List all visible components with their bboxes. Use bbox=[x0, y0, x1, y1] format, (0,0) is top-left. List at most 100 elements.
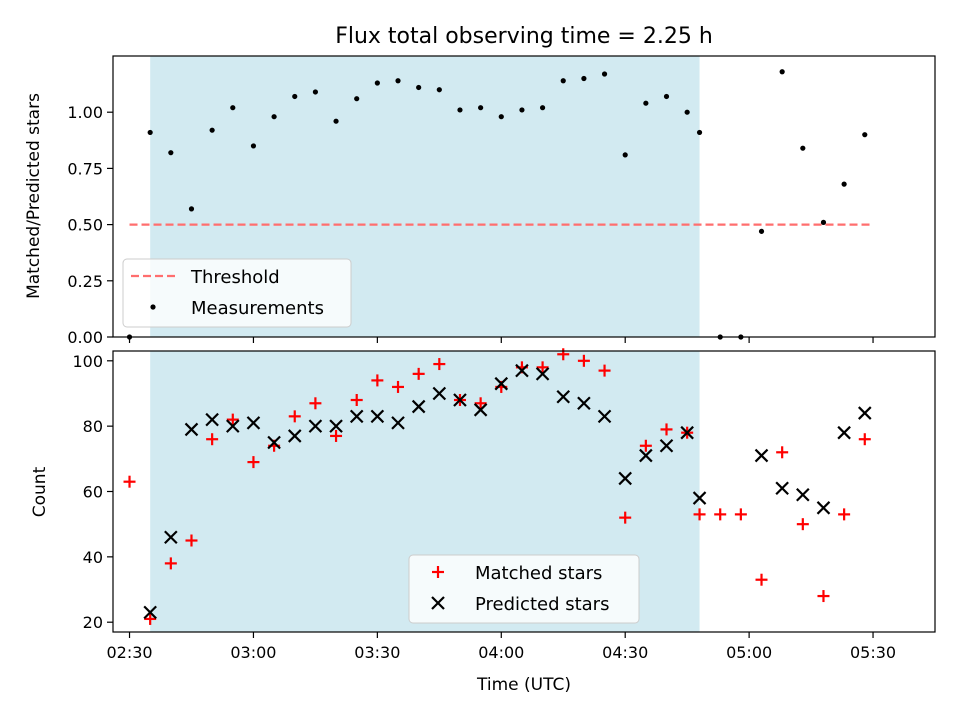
predicted-star-point bbox=[659, 438, 674, 453]
measurement-point bbox=[519, 107, 525, 113]
x-tick-label: 05:30 bbox=[850, 643, 896, 662]
matched-star-point bbox=[144, 612, 157, 625]
bottom-x-ticks: 02:30 03:00 03:30 04:00 04:30 05:00 05:30 bbox=[106, 632, 896, 662]
predicted-star-point bbox=[858, 406, 872, 420]
predicted-star-point bbox=[205, 412, 219, 427]
predicted-star-point bbox=[618, 471, 632, 486]
x-tick-label: 03:30 bbox=[354, 643, 400, 662]
matched-star-point bbox=[660, 423, 673, 436]
matched-star-point bbox=[392, 380, 405, 393]
predicted-star-point bbox=[184, 422, 199, 437]
measurement-point bbox=[168, 150, 174, 156]
measurement-point bbox=[374, 80, 380, 86]
x-tick-label: 05:00 bbox=[726, 643, 772, 662]
x-tick-label: 04:30 bbox=[602, 643, 648, 662]
legend-predicted-swatch bbox=[431, 596, 445, 610]
measurement-point bbox=[436, 87, 442, 93]
matched-star-point bbox=[639, 439, 652, 452]
predicted-star-point bbox=[515, 363, 529, 378]
predicted-star-point bbox=[411, 399, 426, 414]
matched-star-point bbox=[164, 557, 177, 570]
matched-star-point bbox=[796, 518, 809, 531]
measurement-point bbox=[209, 127, 215, 133]
matched-star-point bbox=[734, 508, 747, 521]
matched-star-point bbox=[693, 508, 706, 521]
measurement-point bbox=[601, 71, 608, 77]
predicted-star-point bbox=[308, 419, 323, 433]
matched-star-point bbox=[247, 456, 260, 469]
matched-star-point bbox=[226, 413, 239, 426]
predicted-star-point bbox=[267, 435, 281, 450]
measurement-point bbox=[416, 84, 422, 91]
matched-star-point bbox=[412, 367, 425, 380]
bottom-y-tick-label: 100 bbox=[72, 352, 103, 371]
top-y-axis-label: Matched/Predicted stars bbox=[24, 93, 44, 299]
matched-star-point bbox=[598, 364, 611, 377]
matched-star-point bbox=[755, 573, 768, 586]
measurement-point bbox=[292, 93, 298, 100]
predicted-star-point bbox=[837, 425, 851, 440]
matched-star-point bbox=[474, 397, 487, 410]
predicted-star-point bbox=[597, 409, 612, 424]
measurement-point bbox=[230, 105, 236, 111]
matched-star-point bbox=[309, 397, 322, 410]
measurement-point bbox=[457, 107, 463, 113]
predicted-star-point bbox=[143, 605, 157, 620]
measurement-point bbox=[696, 129, 703, 136]
predicted-star-point bbox=[577, 396, 591, 411]
measurement-point bbox=[758, 228, 765, 234]
matched-star-point bbox=[206, 433, 219, 446]
bottom-y-axis-label: Count bbox=[30, 466, 50, 517]
measurement-point bbox=[779, 69, 785, 75]
bottom-panel: 20 40 60 80 100 02:30 03:00 03:30 04:00 04:30 05:… bbox=[30, 348, 936, 695]
matched-star-point bbox=[619, 511, 632, 524]
top-y-tick-label: 1.00 bbox=[67, 103, 103, 122]
top-panel: 0.00 0.25 0.50 0.75 1.00 Matched/Predicted s… bbox=[24, 55, 936, 347]
predicted-star-point bbox=[391, 416, 405, 430]
measurement-point bbox=[862, 132, 868, 138]
top-y-ticks: 0.00 0.25 0.50 0.75 1.00 bbox=[67, 103, 113, 347]
matched-star-point bbox=[817, 590, 830, 603]
predicted-star-point bbox=[775, 481, 789, 496]
top-legend-box bbox=[122, 258, 352, 328]
x-tick-label: 04:00 bbox=[478, 643, 524, 662]
bottom-marks bbox=[123, 348, 872, 625]
matched-star-point bbox=[371, 374, 384, 387]
bottom-y-ticks: 20 40 60 80 100 bbox=[72, 352, 113, 632]
bottom-y-tick-label: 40 bbox=[83, 548, 103, 567]
measurement-point bbox=[147, 129, 153, 136]
measurement-point bbox=[354, 96, 360, 102]
predicted-star-point bbox=[226, 419, 240, 433]
matched-star-point bbox=[577, 354, 590, 367]
matched-star-point bbox=[714, 508, 727, 521]
predicted-star-point bbox=[692, 491, 707, 505]
predicted-star-point bbox=[432, 386, 447, 401]
matched-star-point bbox=[776, 446, 789, 459]
measurement-point bbox=[560, 78, 566, 84]
top-legend: Threshold Measurements bbox=[122, 258, 352, 328]
measurement-point bbox=[250, 143, 257, 149]
predicted-star-point bbox=[796, 487, 810, 502]
matched-star-point bbox=[433, 358, 446, 371]
matched-star-point bbox=[858, 433, 871, 446]
measurement-point bbox=[312, 89, 319, 95]
predicted-star-point bbox=[556, 389, 571, 404]
top-y-tick-label: 0.00 bbox=[67, 328, 103, 347]
predicted-star-point bbox=[349, 409, 364, 424]
measurement-point bbox=[800, 145, 806, 151]
top-marks bbox=[126, 69, 874, 340]
matched-star-point bbox=[557, 348, 570, 361]
predicted-star-point bbox=[246, 416, 261, 430]
predicted-star-point bbox=[453, 393, 467, 407]
predicted-star-point bbox=[287, 429, 302, 443]
x-tick-label: 02:30 bbox=[106, 643, 152, 662]
bottom-y-tick-label: 60 bbox=[83, 483, 103, 502]
measurement-point bbox=[498, 114, 504, 120]
measurement-point bbox=[333, 118, 339, 124]
matched-star-point bbox=[838, 508, 851, 521]
matched-star-point bbox=[350, 394, 363, 407]
predicted-star-point bbox=[535, 367, 550, 381]
matched-star-point bbox=[330, 429, 343, 442]
predicted-star-point bbox=[164, 530, 178, 545]
bottom-y-tick-label: 20 bbox=[83, 613, 103, 632]
